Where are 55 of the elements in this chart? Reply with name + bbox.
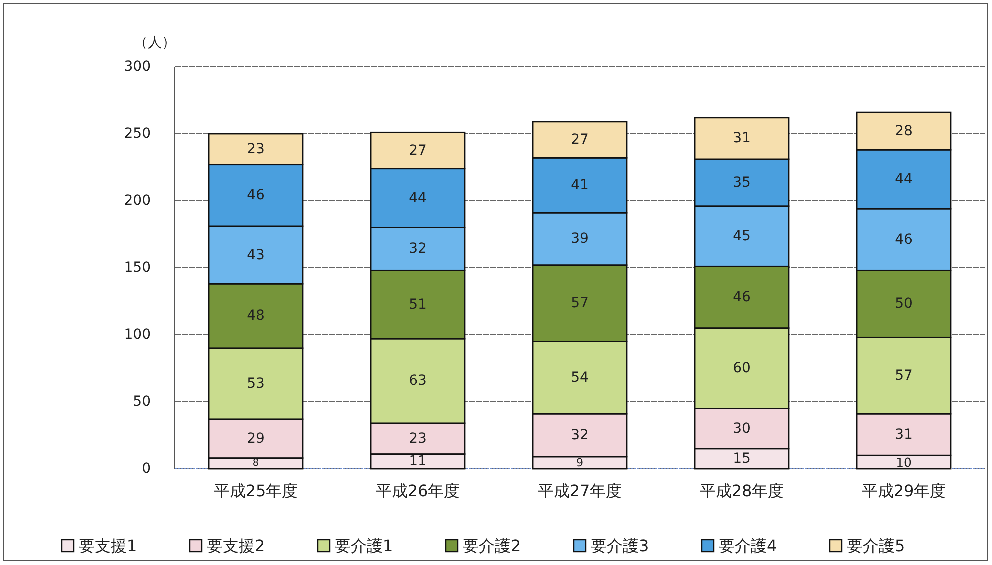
data-label: 46	[895, 232, 913, 248]
y-tick-label: 0	[142, 461, 151, 477]
y-tick-label: 50	[133, 394, 151, 410]
y-tick-label: 100	[124, 327, 151, 343]
data-label: 32	[571, 428, 589, 444]
y-tick-label: 250	[124, 126, 151, 142]
data-label: 41	[571, 178, 589, 194]
legend-label: 要介護3	[591, 536, 650, 556]
data-label: 27	[571, 132, 589, 148]
data-label: 43	[247, 247, 265, 264]
x-tick-label: 平成26年度	[376, 482, 460, 500]
data-label: 48	[247, 308, 265, 324]
data-label: 35	[733, 174, 751, 191]
data-label: 10	[896, 454, 912, 470]
legend-label: 要介護5	[847, 536, 906, 556]
x-tick-label: 平成29年度	[862, 482, 946, 500]
data-label: 29	[247, 430, 265, 447]
data-label: 45	[733, 228, 751, 245]
data-label: 50	[895, 296, 913, 312]
data-label: 15	[733, 450, 751, 467]
data-label: 39	[571, 231, 589, 248]
y-tick-label: 150	[124, 260, 151, 276]
data-label: 63	[409, 373, 427, 390]
data-label: 57	[895, 368, 913, 384]
data-label: 54	[571, 370, 589, 386]
legend-label: 要介護4	[719, 536, 778, 556]
data-label: 60	[733, 360, 751, 376]
x-tick-label: 平成25年度	[214, 482, 298, 500]
legend-label: 要介護2	[463, 536, 522, 556]
y-tick-label: 300	[124, 59, 151, 75]
data-label: 53	[247, 376, 265, 392]
data-label: 44	[409, 190, 427, 206]
y-tick-label: 200	[124, 193, 151, 209]
data-label: 57	[571, 296, 589, 312]
legend-label: 要介護1	[335, 536, 394, 556]
x-tick-label: 平成27年度	[538, 482, 622, 500]
data-label: 51	[409, 296, 427, 313]
y-axis-title: （人）	[134, 35, 176, 51]
data-label: 28	[895, 123, 913, 140]
data-label: 31	[733, 130, 751, 147]
data-label: 46	[247, 188, 265, 204]
data-label: 23	[409, 430, 427, 447]
data-label: 44	[895, 172, 913, 188]
data-label: 9	[576, 456, 584, 470]
legend-label: 要支援2	[207, 536, 266, 556]
legend-label: 要支援1	[79, 536, 138, 556]
data-label: 11	[409, 454, 427, 470]
data-label: 23	[247, 141, 265, 158]
data-label: 27	[409, 142, 427, 159]
data-label: 32	[409, 241, 427, 258]
data-label: 30	[733, 420, 751, 437]
x-tick-label: 平成28年度	[700, 482, 784, 500]
data-label: 31	[895, 426, 913, 443]
data-label: 46	[733, 289, 751, 306]
data-label: 8	[252, 458, 260, 470]
